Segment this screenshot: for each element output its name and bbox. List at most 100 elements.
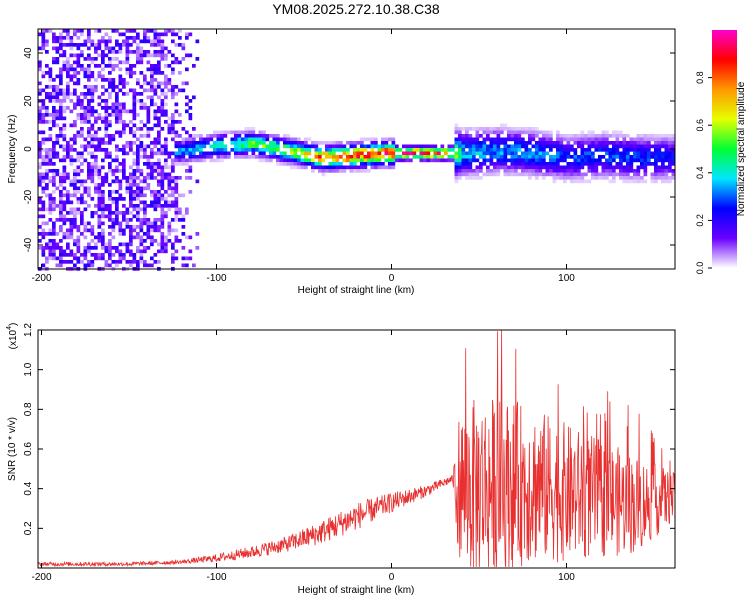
spectrogram-cell: [83, 179, 88, 184]
spectrogram-cell: [90, 60, 95, 65]
spectrogram-cell: [531, 169, 536, 173]
spectrogram-cell: [370, 144, 375, 149]
spectrogram-cell: [150, 155, 154, 159]
spectrogram-cell: [73, 193, 77, 198]
spectrogram-cell: [199, 148, 203, 152]
spectrogram-cell: [458, 176, 462, 180]
spectrogram-cell: [45, 50, 49, 54]
spectrogram-cell: [216, 134, 221, 138]
spectrogram-cell: [325, 169, 329, 173]
spectrogram-cell: [363, 158, 368, 163]
spectrogram-cell: [143, 207, 147, 212]
spectrogram-cell: [381, 165, 385, 170]
spectrogram-cell: [174, 239, 179, 243]
spectrogram-cell: [73, 176, 77, 180]
spectrogram-cell: [139, 50, 144, 54]
spectrogram-cell: [160, 179, 165, 184]
spectrogram-cell: [132, 88, 137, 93]
spectrogram-cell: [580, 165, 585, 170]
spectrogram-cell: [202, 158, 207, 163]
spectrogram-cell: [101, 214, 105, 219]
spectrogram-cell: [668, 148, 672, 152]
spectrogram-cell: [104, 242, 109, 247]
spectrogram-cell: [129, 144, 133, 149]
spectrogram-cell: [202, 137, 207, 142]
spectrogram-cell: [41, 74, 46, 79]
spectrogram-cell: [171, 71, 175, 75]
spectrogram-cell: [45, 186, 49, 191]
spectrogram-cell: [619, 176, 623, 180]
spectrogram-cell: [454, 137, 459, 142]
spectrogram-cell: [388, 162, 392, 166]
spectrogram-cell: [657, 172, 662, 177]
spectrogram-cell: [391, 162, 396, 166]
spectrogram-cell: [55, 172, 60, 177]
spectrogram-cell: [167, 50, 172, 54]
spectrogram-cell: [507, 134, 511, 138]
spectrogram-cell: [332, 155, 336, 159]
spectrogram-cell: [580, 176, 585, 180]
spectrogram-cell: [500, 158, 504, 163]
spectrogram-cell: [195, 155, 200, 159]
spectrogram-cell: [171, 39, 175, 44]
spectrogram-cell: [97, 43, 102, 47]
spectrogram-cell: [419, 148, 424, 152]
spectrogram-cell: [493, 127, 497, 131]
spectrogram-cell: [556, 130, 560, 135]
spectrogram-cell: [76, 43, 81, 47]
spectrogram-cell: [115, 109, 119, 114]
spectrogram-cell: [108, 64, 112, 68]
spectrogram-cell: [146, 165, 151, 170]
spectrogram-cell: [629, 179, 634, 184]
spectrogram-cell: [146, 39, 151, 44]
spectrogram-cell: [108, 162, 112, 166]
spectrogram-cell: [122, 32, 126, 37]
spectrogram-cell: [157, 249, 161, 254]
spectrogram-cell: [650, 179, 655, 184]
spectrogram-cell: [104, 127, 109, 131]
spectrogram-cell: [73, 253, 77, 257]
spectrogram-cell: [279, 155, 284, 159]
spectrogram-cell: [139, 190, 144, 194]
spectrogram-cell: [188, 169, 193, 173]
spectrogram-cell: [118, 134, 123, 138]
spectrogram-cell: [587, 137, 592, 142]
spectrogram-cell: [437, 155, 441, 159]
spectrogram-cell: [535, 176, 539, 180]
spectrogram-cell: [622, 172, 627, 177]
spectrogram-cell: [48, 253, 53, 257]
spectrogram-cell: [510, 130, 515, 135]
spectrogram-cell: [192, 95, 196, 100]
spectrogram-cell: [524, 172, 529, 177]
spectrogram-cell: [69, 155, 74, 159]
spectrogram-cell: [69, 232, 74, 236]
spectrogram-cell: [528, 176, 532, 180]
spectrogram-cell: [52, 176, 56, 180]
spectrogram-cell: [668, 179, 672, 184]
spectrogram-cell: [48, 92, 53, 96]
spectrogram-cell: [97, 176, 102, 180]
spectrogram-cell: [157, 123, 161, 128]
spectrogram-cell: [290, 162, 294, 166]
spectrogram-cell: [181, 144, 186, 149]
spectrogram-cell: [76, 172, 81, 177]
spectrogram-cell: [612, 130, 616, 135]
spectrogram-cell: [139, 39, 144, 44]
spectrogram-cell: [164, 144, 168, 149]
spectrogram-cell: [493, 169, 497, 173]
spectrogram-cell: [472, 144, 476, 149]
spectrogram-cell: [188, 148, 193, 152]
spectrogram-cell: [671, 172, 676, 177]
spectrogram-cell: [55, 85, 60, 89]
spectrogram-cell: [132, 197, 137, 201]
spectrogram-cell: [339, 162, 343, 166]
spectrogram-cell: [108, 190, 112, 194]
spectrogram-cell: [143, 74, 147, 79]
spectrogram-cell: [90, 232, 95, 236]
spectrogram-cell: [115, 102, 119, 107]
spectrogram-cell: [94, 162, 98, 166]
spectrogram-cell: [181, 246, 186, 250]
spectrogram-cell: [605, 158, 609, 163]
spectrogram-cell: [90, 176, 95, 180]
spectrogram-cell: [55, 39, 60, 44]
